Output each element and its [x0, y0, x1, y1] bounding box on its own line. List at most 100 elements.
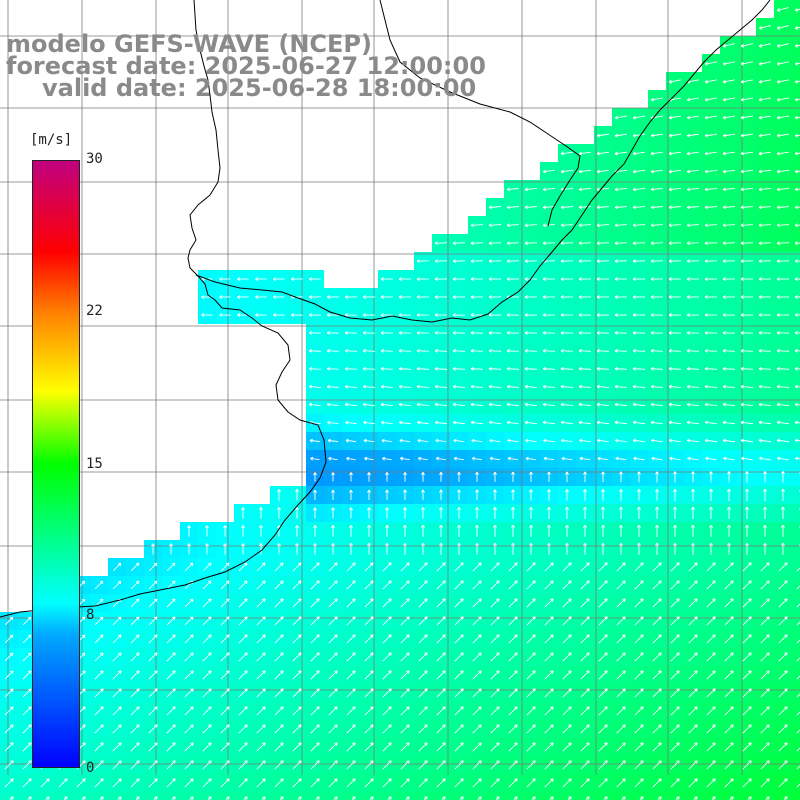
wind-arrow: [367, 524, 371, 537]
wind-arrow: [506, 384, 520, 389]
wind-arrow: [598, 778, 608, 788]
wind-arrow: [400, 742, 410, 752]
wind-arrow: [704, 205, 718, 210]
wind-cell: [792, 774, 800, 792]
wind-cell: [792, 612, 800, 630]
wind-arrow: [763, 542, 767, 555]
wind-arrow: [724, 598, 734, 608]
wind-arrow: [4, 742, 14, 752]
wind-arrow: [655, 542, 659, 555]
wind-arrow: [472, 616, 482, 626]
colorbar-tick: 8: [86, 607, 95, 623]
wind-arrow: [344, 295, 357, 299]
wind-arrow: [148, 760, 158, 770]
wind-arrow: [596, 205, 610, 210]
wind-arrow: [475, 524, 479, 537]
wind-arrow: [614, 277, 628, 281]
wind-arrow: [418, 580, 428, 590]
wind-cell: [792, 666, 800, 684]
wind-arrow: [544, 706, 554, 716]
wind-arrow: [778, 760, 788, 770]
wind-arrow: [166, 742, 176, 752]
wind-arrow: [632, 241, 646, 246]
wind-arrow: [22, 616, 32, 626]
coastline-inner: [195, 0, 771, 323]
wind-arrow: [781, 542, 785, 555]
wind-arrow: [328, 742, 338, 752]
wind-arrow: [400, 634, 410, 644]
wind-arrow: [632, 313, 646, 317]
wind-arrow: [452, 366, 466, 371]
wind-arrow: [220, 760, 230, 770]
wind-arrow: [544, 670, 554, 680]
wind-arrow: [398, 295, 412, 299]
wind-arrow: [184, 760, 194, 770]
wind-arrow: [614, 151, 628, 156]
wind-arrow: [742, 652, 752, 662]
wind-arrow: [310, 598, 320, 608]
wind-arrow: [705, 456, 717, 461]
wind-arrow: [783, 796, 788, 800]
wind-arrow: [565, 506, 569, 519]
wind-arrow: [255, 295, 267, 299]
wind-arrow: [364, 580, 374, 590]
wind-arrow: [596, 169, 610, 174]
wind-arrow: [328, 688, 338, 698]
wind-arrow: [526, 634, 536, 644]
wind-arrow: [309, 438, 321, 443]
wind-arrow: [488, 366, 502, 371]
wind-arrow: [670, 652, 680, 662]
wind-arrow: [385, 542, 389, 555]
wind-arrow: [166, 724, 176, 734]
wind-arrow: [364, 562, 374, 572]
wind-arrow: [436, 760, 446, 770]
wind-arrow: [399, 420, 411, 425]
wind-arrow: [544, 652, 554, 662]
wind-cell: [792, 0, 800, 18]
wind-arrow: [524, 259, 538, 264]
wind-arrow: [382, 742, 392, 752]
wind-arrow: [364, 778, 374, 788]
wind-arrow: [274, 724, 284, 734]
wind-arrow: [598, 598, 608, 608]
wind-arrow: [562, 724, 572, 734]
wind-arrow: [758, 330, 772, 335]
wind-arrow: [452, 259, 466, 264]
wind-arrow: [363, 438, 375, 443]
wind-arrow: [758, 384, 772, 389]
wind-arrow: [706, 724, 716, 734]
wind-arrow: [704, 223, 718, 228]
wind-arrow: [273, 295, 285, 299]
wind-arrow: [308, 348, 321, 353]
wind-arrow: [722, 420, 736, 425]
wind-arrow: [742, 760, 752, 770]
wind-arrow: [472, 724, 482, 734]
wind-arrow: [794, 43, 800, 48]
wind-arrow: [346, 580, 356, 590]
wind-arrow: [686, 313, 700, 317]
wind-arrow: [493, 524, 497, 537]
wind-arrow: [776, 259, 790, 264]
wind-arrow: [349, 489, 353, 501]
wind-arrow: [742, 724, 752, 734]
wind-arrow: [4, 778, 14, 788]
wind-arrow: [308, 330, 321, 335]
wind-arrow: [650, 420, 664, 425]
wind-arrow: [794, 259, 800, 264]
wind-arrow: [544, 598, 554, 608]
wind-arrow: [580, 706, 590, 716]
wind-arrow: [579, 456, 591, 461]
wind-arrow: [274, 562, 284, 572]
wind-arrow: [686, 384, 700, 389]
wind-arrow: [778, 724, 788, 734]
wind-arrow: [673, 488, 677, 501]
wind-arrow: [668, 366, 682, 371]
wind-arrow: [380, 348, 393, 353]
wind-arrow: [346, 688, 356, 698]
wind-arrow: [490, 760, 500, 770]
wind-arrow: [382, 760, 392, 770]
wind-arrow: [238, 706, 248, 716]
wind-arrow: [616, 562, 626, 572]
wind-arrow: [117, 796, 122, 800]
wind-arrow: [565, 471, 569, 483]
